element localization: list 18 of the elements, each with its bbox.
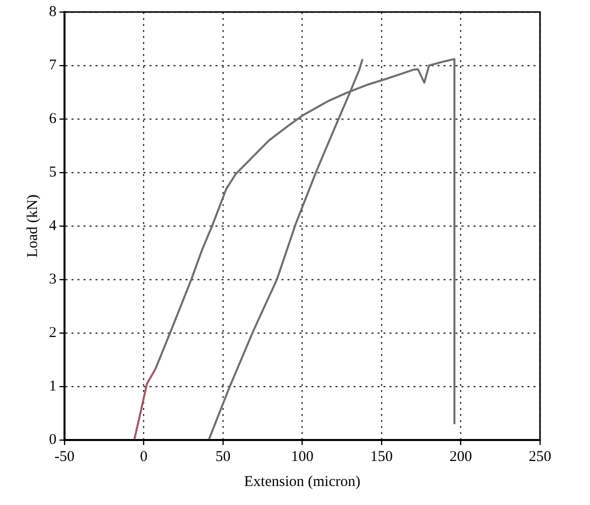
- x-tick-label: 200: [450, 448, 472, 465]
- y-tick-label: 5: [49, 164, 56, 180]
- y-tick-label: 1: [49, 378, 56, 394]
- y-axis-title: Load (kN): [24, 194, 41, 258]
- y-tick-label: 6: [49, 110, 57, 127]
- x-tick-label: 0: [140, 448, 148, 465]
- x-axis-title: Extension (micron): [244, 474, 360, 490]
- x-tick-label: 50: [216, 448, 230, 465]
- y-tick-label: 3: [49, 271, 56, 288]
- x-tick-label: 150: [370, 448, 393, 465]
- y-tick-label: 7: [49, 57, 57, 74]
- y-tick-label: 4: [49, 218, 57, 234]
- x-tick-label: 100: [291, 448, 314, 465]
- y-tick-label: 0: [49, 432, 56, 448]
- x-tick-label: -50: [54, 448, 74, 465]
- x-tick-label: 250: [528, 448, 552, 465]
- y-tick-label: 8: [49, 4, 56, 20]
- y-tick-label: 2: [49, 324, 56, 341]
